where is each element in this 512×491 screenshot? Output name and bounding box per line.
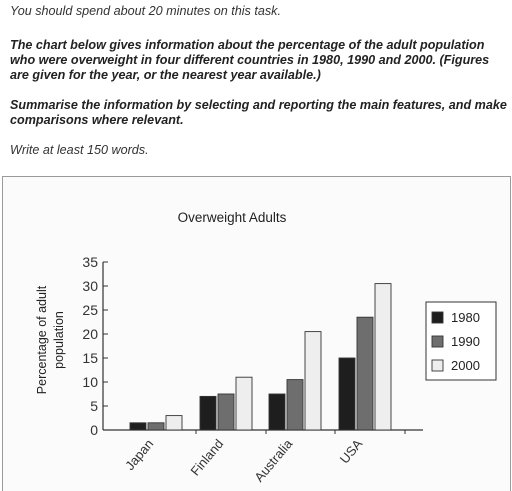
y-tick-label: 35: [82, 254, 98, 270]
word-count-instruction: Write at least 150 words.: [10, 143, 149, 157]
legend-label-2000: 2000: [451, 358, 480, 373]
legend-swatch-2000: [431, 359, 444, 372]
legend-swatch-1980: [431, 311, 444, 324]
y-tick-label: 15: [82, 350, 98, 366]
y-tick-label: 20: [82, 326, 98, 342]
chart-title: Overweight Adults: [178, 210, 287, 225]
x-tick-label-japan: Japan: [122, 436, 156, 473]
x-tick-label-australia: Australia: [251, 436, 295, 485]
chart-description: The chart below gives information about …: [10, 38, 490, 82]
legend-label-1990: 1990: [451, 334, 480, 349]
bar-japan-1990: [147, 422, 165, 431]
x-tick-labels: Japan Finland Australia USA: [122, 436, 365, 485]
x-tick-label-usa: USA: [337, 436, 366, 466]
bar-usa-2000: [374, 283, 392, 431]
bar-australia-1990: [286, 379, 304, 431]
bars: [129, 283, 392, 431]
y-tick-label: 0: [90, 422, 98, 438]
legend-swatch-1990: [431, 335, 444, 348]
y-tick-label: 30: [82, 278, 98, 294]
y-tick-label: 5: [90, 398, 98, 414]
bar-japan-1980: [129, 422, 147, 431]
bar-japan-2000: [165, 415, 183, 431]
bar-usa-1990: [356, 316, 374, 431]
bar-finland-1990: [217, 393, 235, 431]
bar-australia-2000: [304, 331, 322, 431]
time-instruction: You should spend about 20 minutes on thi…: [10, 4, 281, 18]
y-tick-labels: 0 5 10 15 20 25 30 35: [82, 254, 98, 438]
task-prompt: Summarise the information by selecting a…: [10, 98, 507, 127]
legend: 1980 1990 2000: [425, 301, 497, 381]
bar-australia-1980: [268, 393, 286, 431]
y-axis-label: Percentage of adult population: [35, 285, 66, 394]
bar-usa-1980: [338, 357, 356, 431]
bar-finland-1980: [199, 395, 217, 431]
y-tick-label: 10: [82, 374, 98, 390]
bar-finland-2000: [235, 376, 253, 431]
legend-label-1980: 1980: [451, 310, 480, 325]
x-tick-label-finland: Finland: [187, 436, 226, 478]
y-tick-label: 25: [82, 302, 98, 318]
